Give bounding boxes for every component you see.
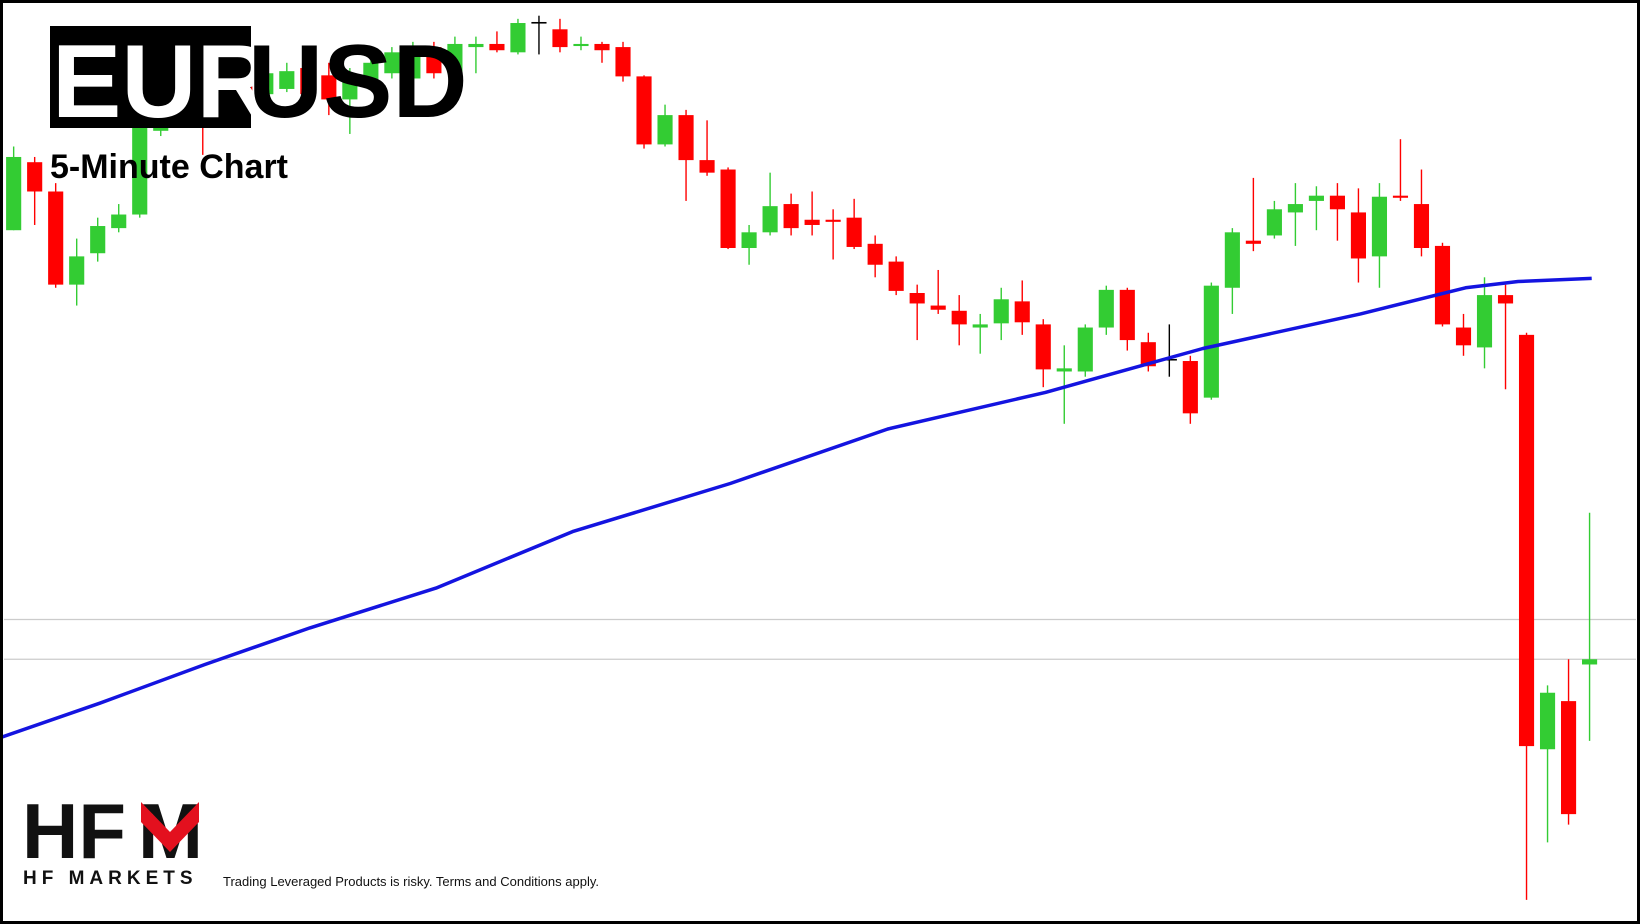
- candle-body: [846, 217, 862, 247]
- subtitle: 5-Minute Chart: [50, 148, 288, 186]
- candle-body: [1329, 195, 1345, 210]
- candle-body: [27, 162, 43, 192]
- candle-body: [972, 324, 988, 328]
- candle-body: [1371, 196, 1388, 257]
- candle-body: [783, 204, 799, 229]
- logo-hf: HF: [22, 787, 126, 875]
- candle-body: [321, 75, 337, 100]
- candle-body: [804, 219, 820, 225]
- candle-body: [1392, 195, 1409, 198]
- candle-body: [699, 160, 715, 173]
- candle-body: [573, 43, 589, 47]
- candle-body: [762, 206, 778, 233]
- candle-body: [405, 47, 421, 79]
- candle-body: [636, 76, 652, 145]
- candle-body: [1077, 327, 1093, 372]
- candle-body: [1203, 285, 1219, 398]
- candle-body: [1434, 245, 1451, 325]
- candle-body: [279, 71, 295, 89]
- candle-body: [1266, 209, 1282, 236]
- candle-body: [741, 232, 757, 249]
- candle-body: [1035, 324, 1051, 370]
- candle-body: [867, 243, 883, 265]
- candle-body: [1539, 692, 1556, 750]
- candle-body: [90, 226, 106, 254]
- candle-body: [1161, 358, 1177, 361]
- candle-body: [1308, 195, 1324, 201]
- candle-body: [1224, 232, 1240, 288]
- candle-body: [69, 256, 85, 285]
- candle-body: [6, 156, 22, 231]
- title-quote: USD: [248, 24, 468, 140]
- candle-body: [531, 21, 547, 24]
- candle-body: [426, 47, 442, 74]
- candle-body: [1014, 301, 1030, 323]
- candle-body: [1245, 240, 1261, 244]
- candle-body: [1119, 289, 1135, 341]
- candle-body: [1518, 334, 1535, 747]
- candle-body: [951, 310, 967, 325]
- candle-body: [552, 29, 568, 48]
- candle-body: [615, 47, 631, 77]
- candle-body: [510, 23, 526, 53]
- candle-body: [993, 299, 1009, 324]
- candle-body: [720, 169, 736, 249]
- candle-body: [1455, 327, 1472, 346]
- candle-body: [48, 191, 64, 285]
- logo-caption: HF MARKETS: [23, 868, 198, 889]
- moving-average: [0, 276, 1592, 740]
- candle-body: [930, 305, 946, 310]
- candle-body: [300, 68, 316, 95]
- candle-body: [468, 43, 484, 48]
- candle-body: [1287, 204, 1303, 213]
- candle-body: [1350, 212, 1367, 259]
- candle-body: [1582, 659, 1598, 665]
- candle-body: [1476, 295, 1493, 348]
- title-base: EUR: [52, 24, 272, 140]
- candle-body: [1182, 361, 1198, 414]
- candle-body: [825, 219, 841, 222]
- disclaimer: Trading Leveraged Products is risky. Ter…: [223, 874, 599, 889]
- candle-body: [111, 214, 127, 229]
- candle-body: [258, 73, 274, 95]
- candle-body: [384, 52, 400, 74]
- candle-body: [657, 115, 673, 145]
- candle-body: [132, 125, 148, 215]
- candle-body: [678, 115, 694, 161]
- candle-body: [1413, 204, 1430, 249]
- candle-body: [594, 43, 610, 51]
- candle-body: [342, 78, 358, 100]
- title-box: [50, 26, 251, 128]
- candle-body: [489, 43, 505, 51]
- candle-body: [1098, 289, 1114, 328]
- logo-m: M: [138, 787, 203, 875]
- candle-body: [1497, 295, 1514, 304]
- candle-body: [1140, 342, 1156, 367]
- candle-body: [363, 62, 379, 84]
- candle-body: [1056, 368, 1072, 372]
- candle-body: [1560, 701, 1577, 815]
- candle-body: [888, 261, 904, 291]
- candle-body: [447, 43, 463, 74]
- candle-body: [909, 293, 925, 304]
- logo-accent: [141, 802, 199, 852]
